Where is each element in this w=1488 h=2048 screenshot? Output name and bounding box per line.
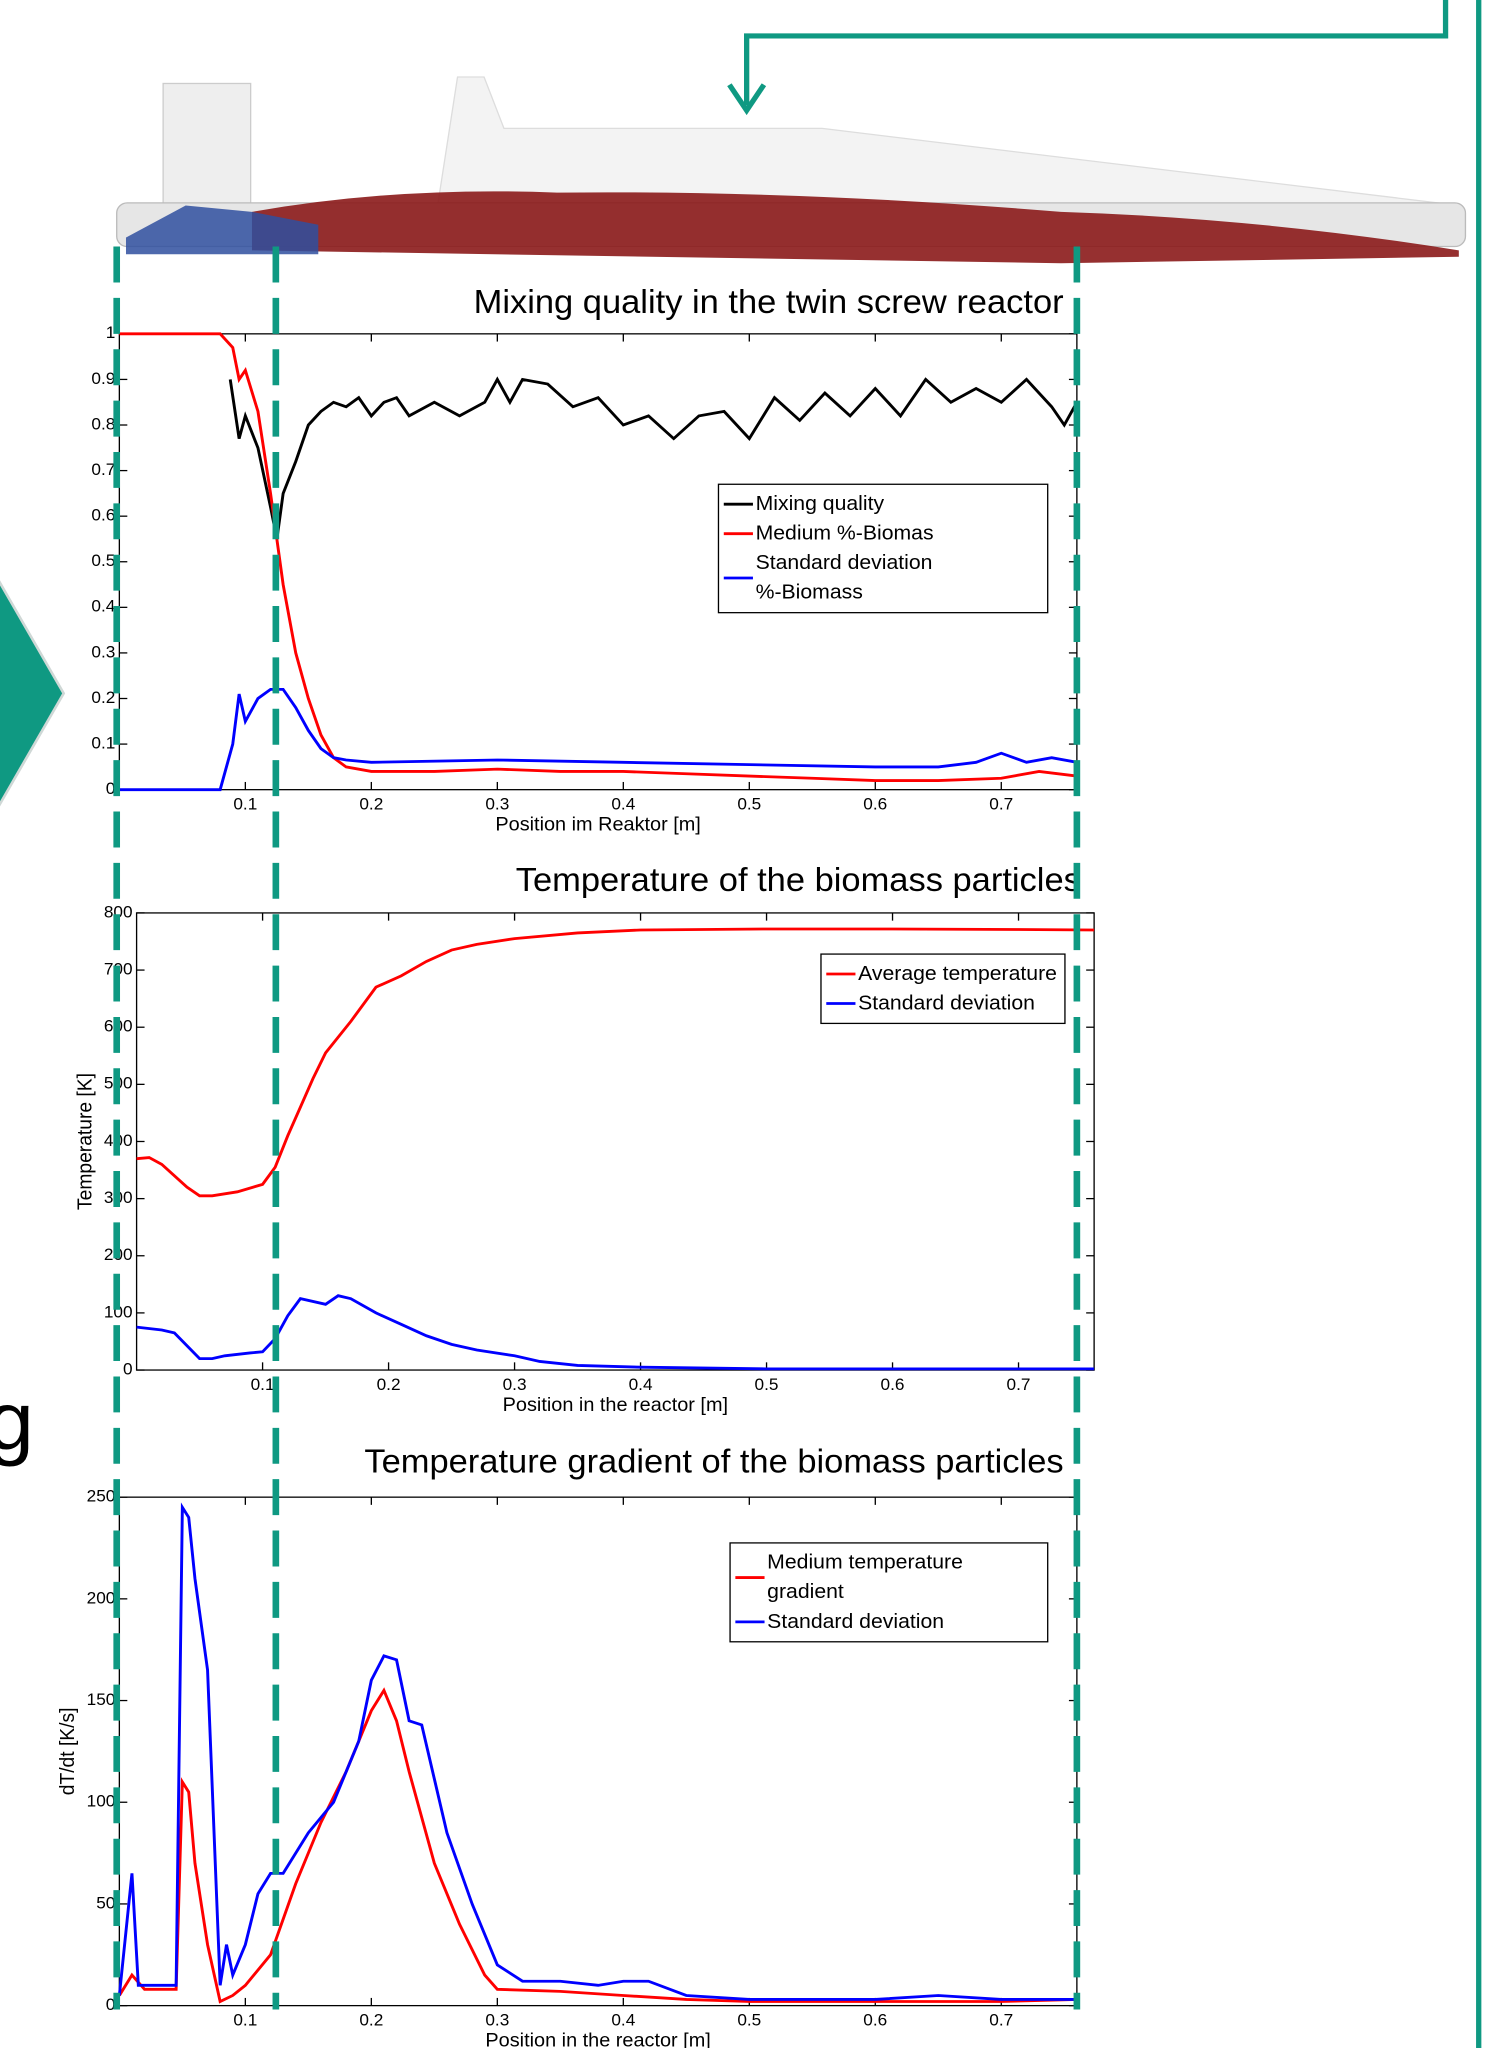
y-tick-label: 150 <box>87 1690 116 1709</box>
legend-label: Standard deviation <box>858 991 1035 1014</box>
y-tick-label: 0.2 <box>91 688 115 707</box>
x-axis-label: Position in the reactor [m] <box>503 1394 728 1416</box>
y-tick-label: 0.8 <box>91 415 115 434</box>
x-tick-label: 0.3 <box>503 1375 527 1394</box>
x-tick-label: 0.6 <box>863 2011 887 2030</box>
legend-label: Medium %-Biomas <box>756 521 934 544</box>
legend-label: Mixing quality <box>756 492 885 515</box>
x-tick-label: 0.4 <box>611 2011 635 2030</box>
reactor-image <box>117 36 1466 263</box>
y-tick-label: 0.9 <box>91 369 115 388</box>
y-tick-label: 250 <box>87 1487 116 1506</box>
x-tick-label: 0.7 <box>989 2011 1013 2030</box>
page: {"poster_text":"g", "chart_data":[ {"typ… <box>0 0 1488 2048</box>
side-arrow <box>0 571 64 815</box>
y-tick-label: 0 <box>123 1360 133 1379</box>
x-tick-label: 0.5 <box>755 1375 779 1394</box>
y-tick-label: 0.7 <box>91 460 115 479</box>
feed-tower <box>325 36 394 203</box>
y-tick-label: 50 <box>96 1894 115 1913</box>
arrow-line <box>747 0 1446 105</box>
x-tick-label: 0.6 <box>863 795 887 814</box>
x-tick-label: 0.2 <box>359 2011 383 2030</box>
cropped-text: g <box>0 1375 34 1467</box>
chart-title: Temperature gradient of the biomass part… <box>364 1443 1063 1480</box>
chart-title: Mixing quality in the twin screw reactor <box>474 284 1064 321</box>
y-axis-label: dT/dt [K/s] <box>57 1708 79 1796</box>
y-tick-label: 200 <box>87 1589 116 1608</box>
x-tick-label: 0.6 <box>881 1375 905 1394</box>
y-tick-label: 0.5 <box>91 551 115 570</box>
y-tick-label: 0.6 <box>91 506 115 525</box>
chart-title: Temperature of the biomass particles <box>516 861 1081 898</box>
x-axis-label: Position in the reactor [m] <box>485 2030 710 2048</box>
x-tick-label: 0.5 <box>737 2011 761 2030</box>
x-tick-label: 0.4 <box>629 1375 653 1394</box>
y-tick-label: 100 <box>87 1792 116 1811</box>
hopper <box>163 83 251 211</box>
x-tick-label: 0.3 <box>485 795 509 814</box>
charts: Mixing quality in the twin screw reactor… <box>57 284 1094 2048</box>
x-tick-label: 0.5 <box>737 795 761 814</box>
x-tick-label: 0.1 <box>233 795 257 814</box>
legend: Average temperature Standard deviation <box>821 954 1065 1023</box>
y-tick-label: 0.1 <box>91 734 115 753</box>
y-tick-label: 0.3 <box>91 643 115 662</box>
x-tick-label: 0.7 <box>989 795 1013 814</box>
x-tick-label: 0.2 <box>359 795 383 814</box>
funnel <box>438 77 1459 205</box>
legend-label: Average temperature <box>858 962 1057 985</box>
x-tick-label: 0.4 <box>611 795 635 814</box>
x-tick-label: 0.7 <box>1007 1375 1031 1394</box>
y-axis-label: Temperature [K] <box>74 1073 96 1210</box>
x-axis-label: Position im Reaktor [m] <box>495 814 700 836</box>
x-tick-label: 0.1 <box>233 2011 257 2030</box>
x-tick-label: 0.3 <box>485 2011 509 2030</box>
x-tick-label: 0.2 <box>377 1375 401 1394</box>
x-tick-label: 0.1 <box>251 1375 275 1394</box>
poster: g Mixing quality in the twin screw react… <box>0 0 1488 2048</box>
legend-label: Standard deviation <box>767 1610 944 1633</box>
y-tick-label: 0.4 <box>91 597 115 616</box>
